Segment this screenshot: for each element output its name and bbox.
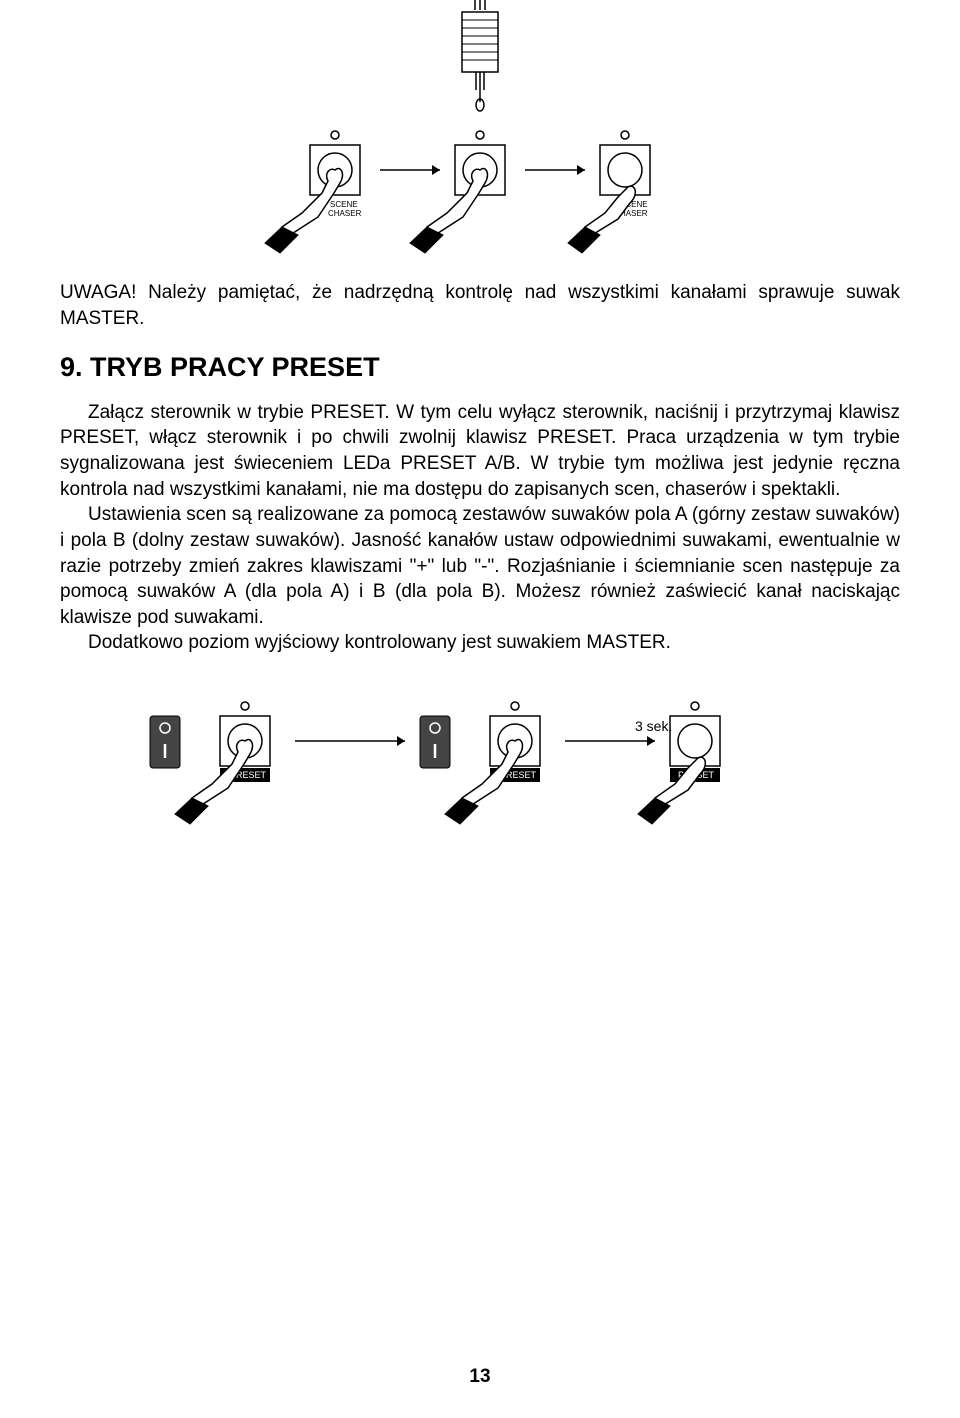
- chaser-label: CHASER: [328, 209, 362, 218]
- warning-paragraph: UWAGA! Należy pamiętać, że nadrzędną kon…: [60, 280, 900, 331]
- arrow-icon: [295, 736, 405, 746]
- arrow-icon: [380, 165, 440, 175]
- arrow-wait-icon: 3 sek.: [565, 718, 672, 746]
- body-text: UWAGA! Należy pamiętać, że nadrzędną kon…: [60, 280, 900, 656]
- section-heading: 9. TRYB PRACY PRESET: [60, 349, 900, 385]
- hand-press-icon: [410, 168, 488, 253]
- slider-icon: [462, 0, 498, 111]
- scene-label: SCENE: [330, 200, 358, 209]
- hand-release-icon: [568, 186, 635, 253]
- preset-sequence-diagram: PRESET PRESET 3 sek.: [110, 686, 850, 866]
- scene-chaser-diagram: SCENE CHASER SCENE HASER: [180, 0, 780, 260]
- press-step-2: [410, 131, 505, 253]
- switch-off-icon: [150, 716, 180, 768]
- press-preset-2: PRESET: [445, 702, 540, 824]
- press-step-3: SCENE HASER: [568, 131, 650, 253]
- bottom-diagram: PRESET PRESET 3 sek.: [60, 686, 900, 886]
- arrow-icon: [525, 165, 585, 175]
- paragraph-2: Załącz sterownik w trybie PRESET. W tym …: [60, 400, 900, 503]
- switch-on-icon: [420, 716, 450, 768]
- press-step-1: SCENE CHASER: [265, 131, 362, 253]
- paragraph-3: Ustawienia scen są realizowane za pomocą…: [60, 502, 900, 630]
- paragraph-4: Dodatkowo poziom wyjściowy kontrolowany …: [60, 630, 900, 656]
- top-diagram: SCENE CHASER SCENE HASER: [60, 0, 900, 280]
- wait-label: 3 sek.: [635, 718, 672, 734]
- hand-release-icon: [638, 757, 705, 824]
- press-preset-1: PRESET: [175, 702, 270, 824]
- page-number: 13: [0, 1366, 960, 1388]
